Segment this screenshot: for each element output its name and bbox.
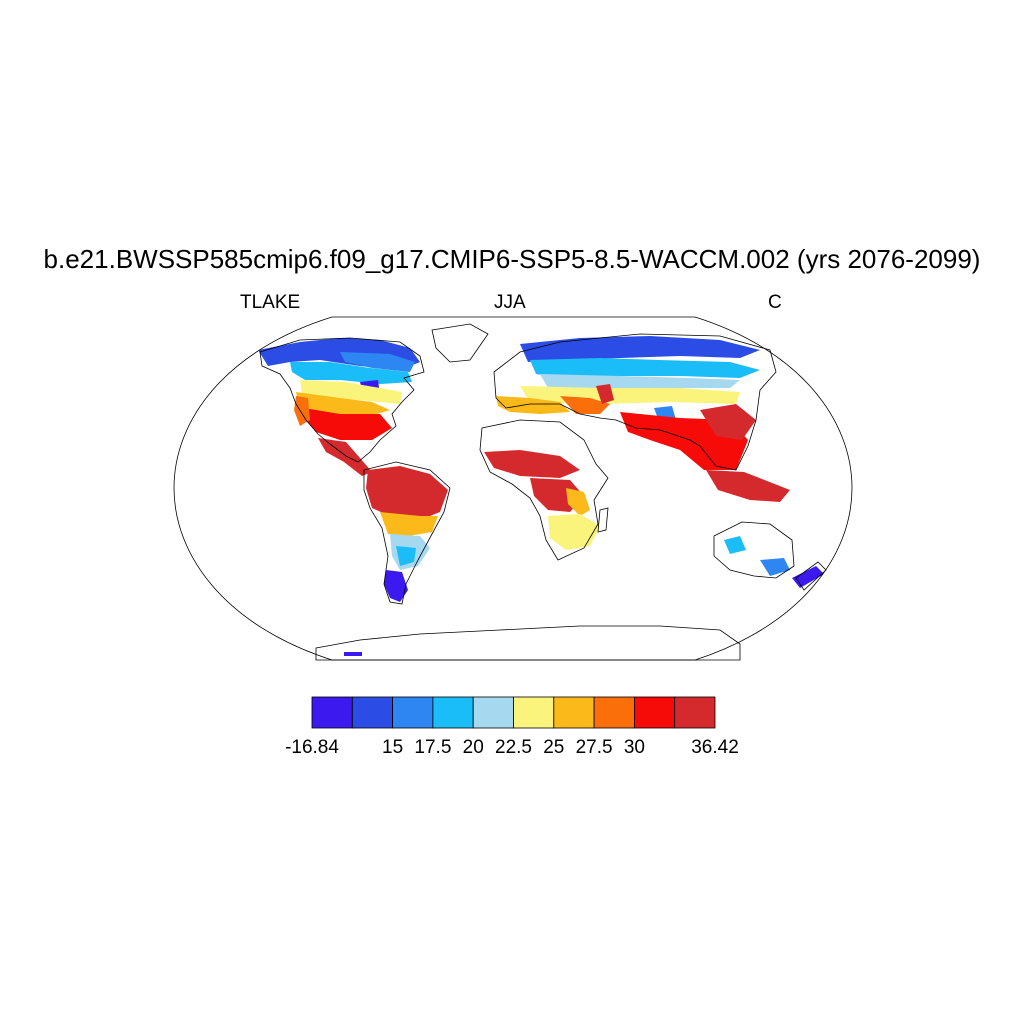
colorbar-label-7: 30 <box>624 737 645 758</box>
region-caspian <box>596 384 614 404</box>
colorbar-box-9 <box>674 696 716 729</box>
colorbar-label-1: 15 <box>382 737 403 758</box>
region-east-asia <box>700 404 756 440</box>
region-australia-se <box>760 558 790 576</box>
region-amazon <box>366 466 448 520</box>
coast-eurasia <box>493 333 777 471</box>
region-antarctic-speck <box>344 652 362 656</box>
colorbar-label-4: 22.5 <box>495 737 532 758</box>
colorbar: -16.84 15 17.5 20 22.5 25 27.5 30 36.42 <box>285 696 739 758</box>
colorbar-box-7 <box>593 696 635 729</box>
colorbar-box-8 <box>634 696 676 729</box>
variable-name: TLAKE <box>240 292 301 313</box>
region-canada-blue <box>340 352 415 372</box>
colorbar-box-2 <box>392 696 434 729</box>
region-patagonia <box>384 570 408 602</box>
region-eurasia-mid <box>540 374 740 390</box>
region-southern-africa <box>548 514 600 550</box>
coast-australia <box>713 521 795 579</box>
region-sahel <box>484 450 580 478</box>
coast-africa <box>479 419 609 561</box>
region-argentina-blue <box>396 546 416 566</box>
colorbar-box-3 <box>432 696 474 729</box>
coast-madagascar <box>597 507 609 533</box>
data-field <box>258 336 824 656</box>
colorbar-label-5: 25 <box>543 737 564 758</box>
region-canada-cool <box>290 362 412 384</box>
colorbar-box-5 <box>513 696 555 729</box>
coast-greenland <box>431 323 489 363</box>
region-brazil-south <box>380 512 438 536</box>
colorbar-box-4 <box>472 696 514 729</box>
coastlines <box>259 323 827 661</box>
units-label: C <box>768 292 782 313</box>
region-se-asia <box>706 470 790 502</box>
colorbar-box-6 <box>553 696 595 729</box>
coast-north-america <box>259 337 425 463</box>
region-us-west <box>294 396 310 426</box>
colorbar-box-1 <box>351 696 393 729</box>
region-australia-east <box>724 536 746 554</box>
region-mediterranean <box>560 396 610 414</box>
colorbar-label-6: 27.5 <box>576 737 613 758</box>
season-label: JJA <box>494 292 526 313</box>
coast-south-america <box>363 461 451 605</box>
plot-title: b.e21.BWSSP585cmip6.f09_g17.CMIP6-SSP5-8… <box>43 244 981 274</box>
region-europe-south <box>496 396 570 414</box>
map-border <box>173 316 853 661</box>
colorbar-label-8: 36.42 <box>691 737 739 758</box>
region-us-mid <box>296 392 390 416</box>
coast-antarctica <box>315 625 741 661</box>
region-siberia <box>530 358 760 378</box>
colorbar-label-3: 20 <box>463 737 484 758</box>
region-new-zealand <box>792 566 824 588</box>
region-arctic-eurasia <box>520 336 760 362</box>
colorbar-label-0: -16.84 <box>285 737 339 758</box>
region-east-africa <box>566 488 590 516</box>
colorbar-box-0 <box>311 696 353 729</box>
region-us-south <box>304 408 392 440</box>
colorbar-label-2: 17.5 <box>414 737 451 758</box>
region-mexico <box>318 438 372 476</box>
